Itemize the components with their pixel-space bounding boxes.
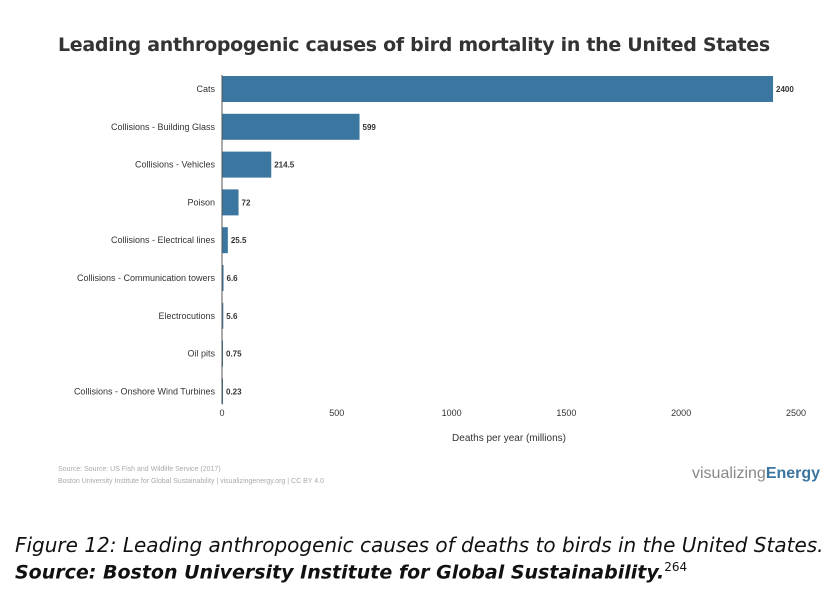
chart-title: Leading anthropogenic causes of bird mor… xyxy=(58,34,770,56)
bar xyxy=(222,76,774,102)
category-label: Oil pits xyxy=(187,349,215,359)
bar xyxy=(222,265,224,291)
value-label: 599 xyxy=(363,123,377,132)
value-label: 72 xyxy=(242,198,251,207)
category-label: Poison xyxy=(187,197,215,207)
x-tick-label: 500 xyxy=(329,408,344,418)
bar xyxy=(222,151,272,178)
x-tick-label: 1000 xyxy=(442,408,462,418)
x-tick-label: 0 xyxy=(219,408,224,418)
bar xyxy=(222,227,228,254)
x-tick-label: 1500 xyxy=(556,408,576,418)
value-label: 6.6 xyxy=(227,274,239,283)
category-label: Collisions - Communication towers xyxy=(77,273,216,283)
value-label: 214.5 xyxy=(274,161,295,170)
category-label: Collisions - Building Glass xyxy=(111,122,216,132)
value-label: 0.75 xyxy=(226,350,242,359)
x-tick-label: 2000 xyxy=(671,408,691,418)
figure-source: Source: Boston University Institute for … xyxy=(15,560,688,584)
footnote-ref: 264 xyxy=(664,560,688,574)
x-tick-label: 2500 xyxy=(786,408,806,418)
value-label: 25.5 xyxy=(231,236,247,245)
category-label: Collisions - Onshore Wind Turbines xyxy=(74,386,216,396)
attribution-text: Boston University Institute for Global S… xyxy=(58,478,325,485)
category-label: Cats xyxy=(196,84,215,94)
x-axis-label: Deaths per year (millions) xyxy=(452,433,566,444)
category-label: Collisions - Vehicles xyxy=(135,160,216,170)
bar xyxy=(222,189,239,216)
bar xyxy=(222,302,224,329)
bar xyxy=(222,113,360,140)
figure-caption: Figure 12: Leading anthropogenic causes … xyxy=(15,533,824,557)
category-label: Electrocutions xyxy=(158,311,215,321)
value-label: 0.23 xyxy=(226,387,242,396)
value-label: 5.6 xyxy=(226,312,238,321)
category-label: Collisions - Electrical lines xyxy=(111,235,216,245)
visualizing-energy-logo: visualizingEnergy xyxy=(692,465,821,482)
value-label: 2400 xyxy=(776,85,794,94)
bar-chart: Cats 2400 Collisions - Building Glass 599 Co… xyxy=(74,75,806,444)
source-text: Source: Source: US Fish and Wildlife Ser… xyxy=(58,466,221,473)
